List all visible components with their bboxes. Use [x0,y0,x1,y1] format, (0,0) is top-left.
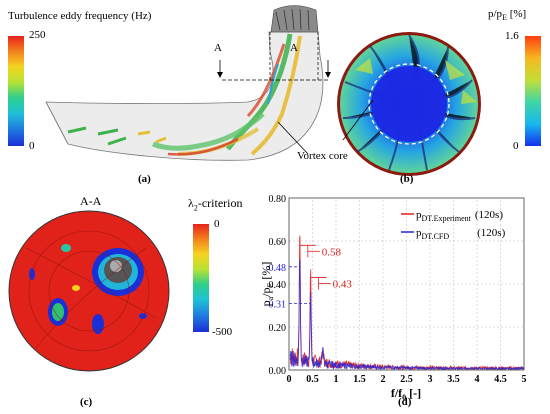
x-tick-label: 3 [428,374,433,385]
x-tick-label: 2 [381,374,386,385]
panel-c-letter: (c) [80,396,93,408]
chart-legend: pDT.Experiment (120s) pDT.CFD (120s) [401,209,506,241]
section-label-left: A [214,42,222,54]
vortex-core-label: Vortex core [297,150,348,162]
draft-tube-shell [45,31,324,161]
x-tick-label: 5 [522,374,527,385]
panel-a-title: Turbulence eddy frequency (Hz) [8,10,152,22]
section-label-right: A [290,42,298,54]
pressure-colorbar [525,36,541,146]
panel-a-cbar-max: 250 [29,29,46,41]
x-tick-label: 1.5 [353,374,366,385]
runner-pressure-plot [337,32,481,176]
y-tick-label: 0.00 [269,366,287,377]
panel-c-cbar-min: -500 [212,326,233,338]
lambda2-colorbar [193,224,209,332]
panel-c-cbar-title: λ2-criterion [188,196,243,213]
chart-annotations: 0.58 0.43 0.48 0.31 [269,244,353,310]
lambda2-section-plot [8,210,170,372]
eddy-frequency-colorbar [8,36,24,146]
legend-label-cfd: pDT.CFD (120s) [416,227,506,241]
x-tick-label: 1 [334,374,339,385]
chart-grid [288,197,525,371]
peak-label-cfd: 0.31 [269,299,287,310]
series-cfd [289,259,525,371]
panel-b-cbar-min: 0 [513,140,519,152]
panel-a-cbar-min: 0 [29,140,35,152]
legend-label-experiment: pDT.Experiment (120s) [416,209,503,223]
draft-tube-render [45,5,331,161]
panel-d-letter: (d) [398,396,412,408]
x-axis-label: f/f0 [-] [391,386,421,402]
y-tick-label: 0.80 [269,194,287,205]
panel-b-letter: (b) [400,173,414,185]
panel-b-title: p/pE [%] [488,8,527,23]
panel-c-cbar-max: 0 [214,218,220,230]
y-tick-label: 0.60 [269,237,287,248]
y-tick-label: 0.20 [269,323,287,334]
runner-blades [342,34,476,171]
x-tick-label: 0.5 [306,374,319,385]
vortex-boundary [368,63,450,145]
lambda2-vortex-regions [29,244,147,334]
peak-label-cfd: 0.48 [269,263,287,274]
chart-ticks: 0.00 0.20 0.40 0.60 0.80 0 0.5 1 1.5 2 2.5 3 3.5 4 4.5… [269,194,527,385]
panel-a-letter: (a) [138,173,151,185]
y-tick-label: 0.40 [269,280,287,291]
runner-geometry [270,5,319,33]
plot-frame [288,197,525,371]
x-tick-label: 0 [287,374,292,385]
x-tick-label: 2.5 [400,374,413,385]
peak-label-experiment: 0.58 [322,246,342,258]
chart-signals [289,235,525,372]
x-tick-label: 3.5 [447,374,460,385]
panel-c-title: A-A [80,194,102,208]
x-tick-label: 4 [475,374,480,385]
y-axis-label: pa/pE [%] [259,262,275,307]
hub-low-pressure [371,66,447,142]
peak-label-experiment: 0.43 [333,279,353,291]
vortex-core-structure [67,33,302,156]
spectrum-chart: 0.00 0.20 0.40 0.60 0.80 0 0.5 1 1.5 2 2.5 3 3.5 4 4.5… [259,194,527,402]
panel-b-cbar-max: 1.6 [505,30,519,42]
x-tick-label: 4.5 [494,374,507,385]
